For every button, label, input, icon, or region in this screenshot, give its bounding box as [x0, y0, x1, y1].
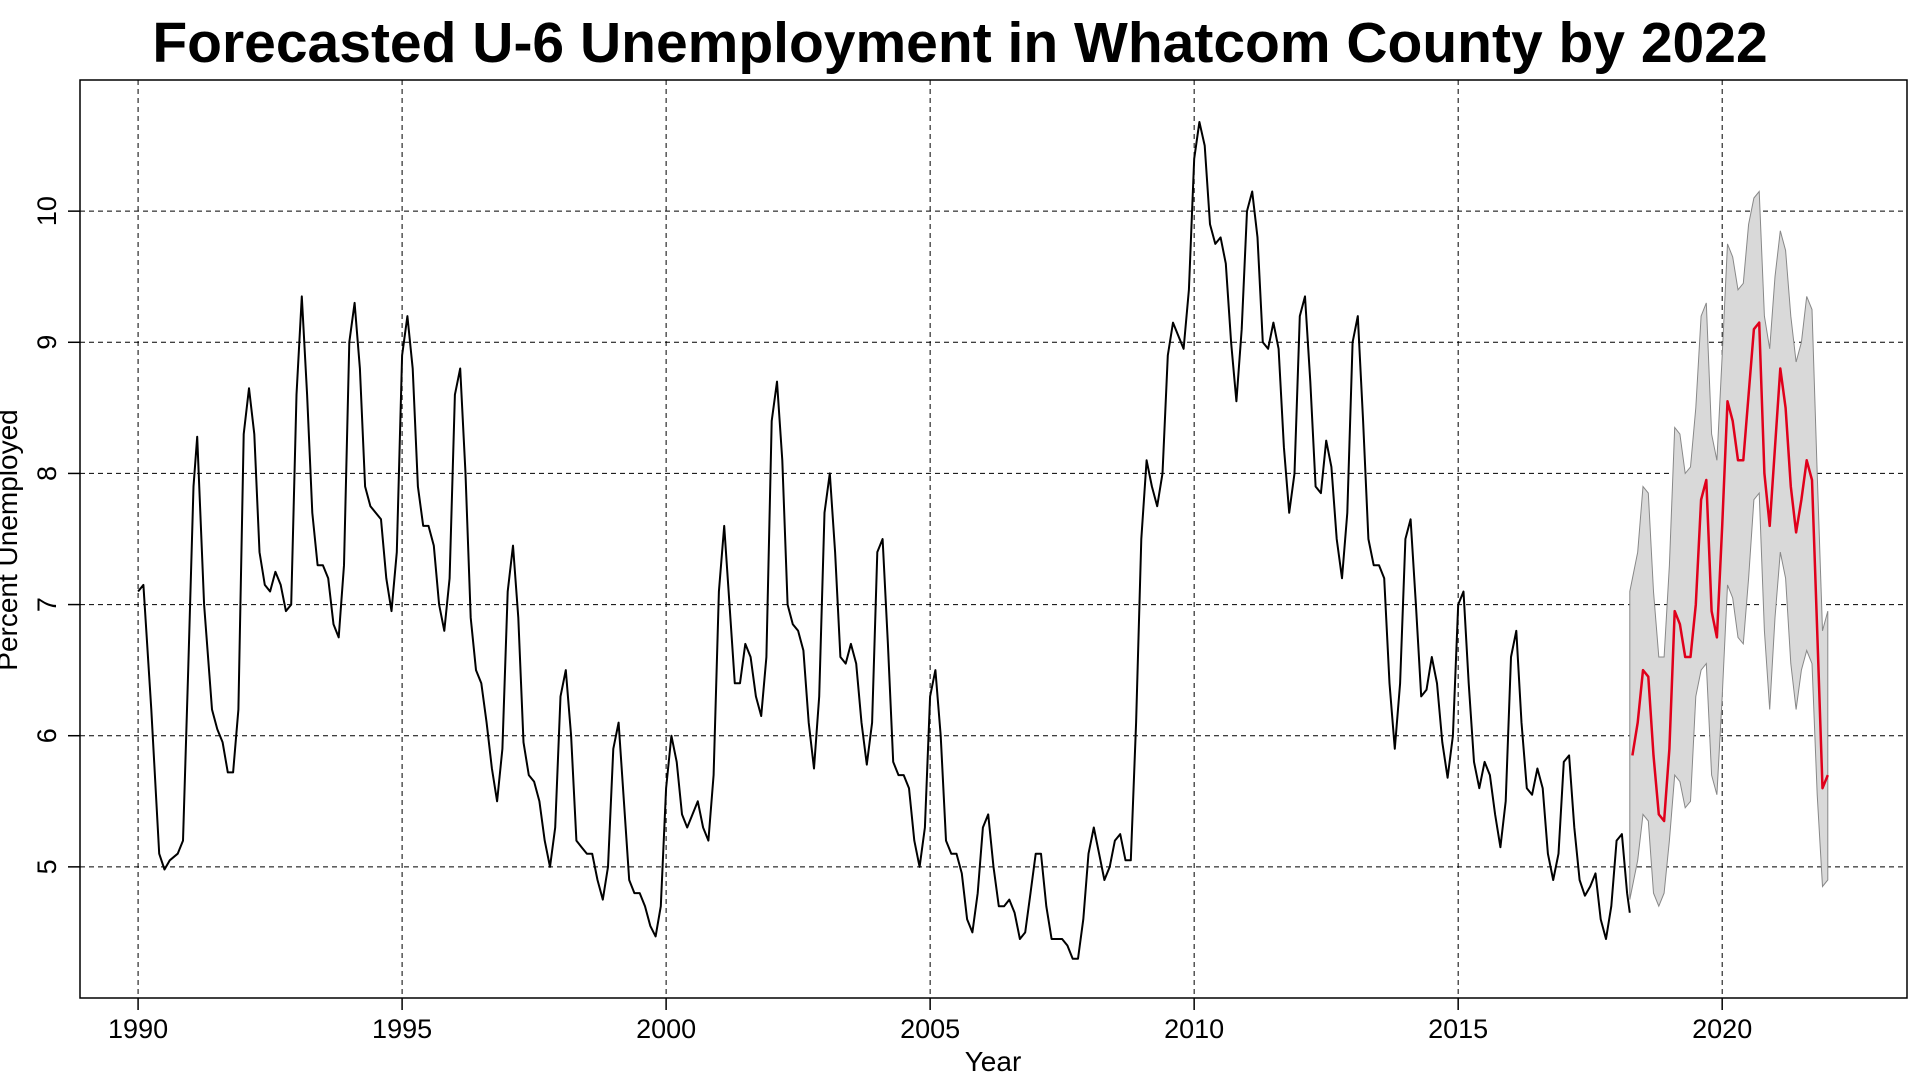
grid-lines	[80, 80, 1907, 998]
x-tick-label-2015: 2015	[1428, 1014, 1488, 1044]
x-tick-label-1995: 1995	[372, 1014, 432, 1044]
chart-title: Forecasted U-6 Unemployment in Whatcom C…	[152, 11, 1767, 75]
y-tick-label-8: 8	[32, 466, 62, 481]
y-tick-label-5: 5	[32, 859, 62, 874]
y-axis: 5 6 7 8 9 10	[32, 196, 80, 874]
historical-series-line	[137, 121, 1631, 960]
forecast-series-line	[1631, 321, 1829, 823]
series-lines	[137, 121, 1829, 960]
y-tick-label-6: 6	[32, 728, 62, 743]
x-tick-label-2010: 2010	[1164, 1014, 1224, 1044]
x-axis: 1990 1995 2000 2005 2010 2015 2020	[108, 998, 1752, 1044]
x-tick-label-2020: 2020	[1692, 1014, 1752, 1044]
x-tick-label-2000: 2000	[636, 1014, 696, 1044]
x-tick-label-2005: 2005	[900, 1014, 960, 1044]
y-axis-label: Percent Unemployed	[0, 409, 23, 670]
y-tick-label-9: 9	[32, 335, 62, 350]
prediction-interval	[1629, 190, 1829, 908]
prediction-interval-band	[1629, 190, 1829, 908]
y-tick-label-10: 10	[32, 196, 62, 226]
plot-frame	[79, 79, 1908, 999]
y-tick-label-7: 7	[32, 597, 62, 612]
x-axis-label: Year	[965, 1046, 1022, 1077]
x-tick-label-1990: 1990	[108, 1014, 168, 1044]
